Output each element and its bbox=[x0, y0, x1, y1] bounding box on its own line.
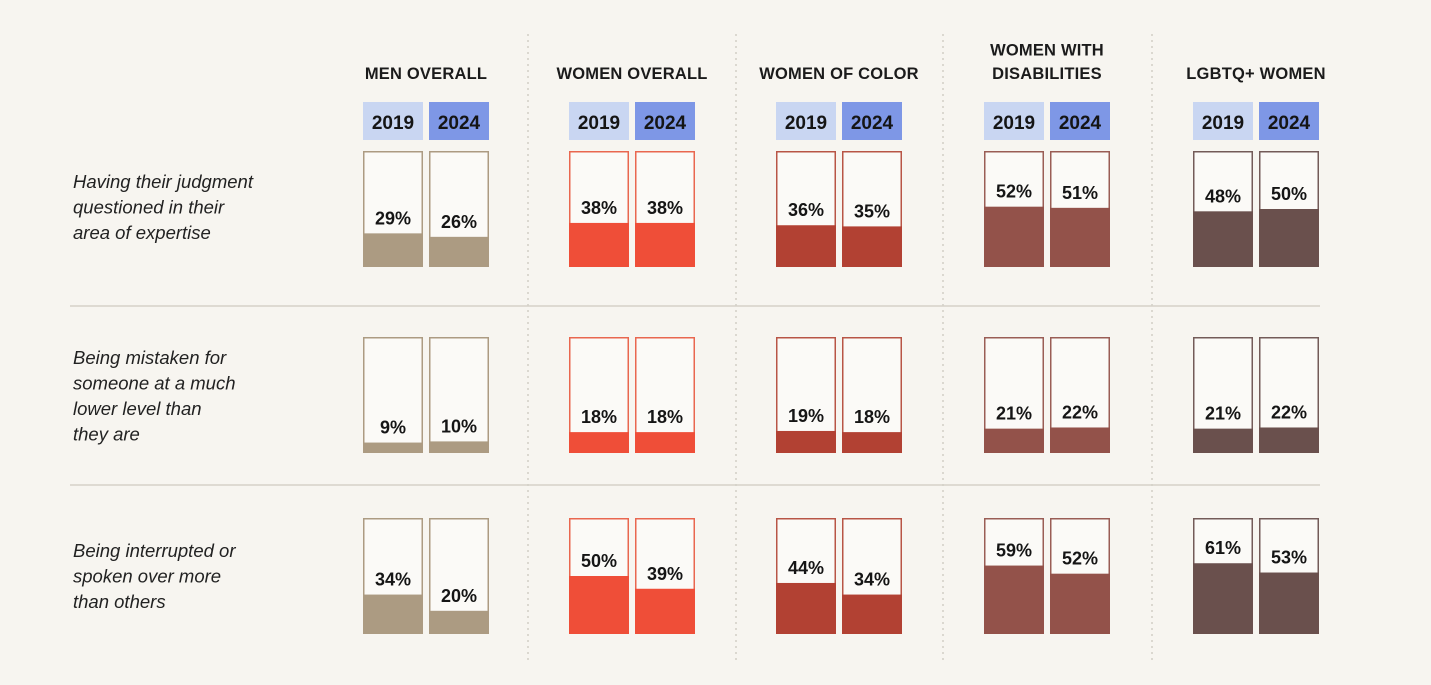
data-label: 21% bbox=[1205, 404, 1241, 424]
data-label: 22% bbox=[1062, 402, 1098, 422]
data-label: 39% bbox=[647, 564, 683, 584]
data-label: 36% bbox=[788, 200, 824, 220]
data-label: 34% bbox=[375, 570, 411, 590]
bar bbox=[429, 236, 489, 267]
bar bbox=[569, 576, 629, 634]
year-header-label: 2024 bbox=[1059, 113, 1102, 134]
bar bbox=[1050, 573, 1110, 634]
year-header-label: 2024 bbox=[644, 113, 687, 134]
year-header-box-2024 bbox=[1050, 102, 1110, 140]
data-label: 35% bbox=[854, 201, 890, 221]
bar bbox=[635, 432, 695, 453]
bar bbox=[363, 594, 423, 634]
data-label: 34% bbox=[854, 570, 890, 590]
bar bbox=[776, 430, 836, 453]
row-label: Having their judgment bbox=[73, 171, 254, 192]
group-title: WOMEN OF COLOR bbox=[759, 65, 919, 83]
data-label: 51% bbox=[1062, 183, 1098, 203]
data-label: 53% bbox=[1271, 548, 1307, 568]
year-header-box-2024 bbox=[1259, 102, 1319, 140]
bar bbox=[776, 225, 836, 267]
data-label: 44% bbox=[788, 558, 824, 578]
year-header-box-2019 bbox=[569, 102, 629, 140]
bar bbox=[1193, 428, 1253, 453]
year-header-label: 2024 bbox=[438, 113, 481, 134]
bar bbox=[1259, 209, 1319, 267]
bar bbox=[429, 441, 489, 453]
year-header-box-2019 bbox=[1193, 102, 1253, 140]
row-label: lower level than bbox=[73, 398, 202, 419]
group-title: WOMEN OVERALL bbox=[556, 65, 707, 83]
year-header-label: 2019 bbox=[372, 113, 414, 134]
group-title: LGBTQ+ WOMEN bbox=[1186, 65, 1325, 83]
year-header-box-2024 bbox=[429, 102, 489, 140]
group-title: MEN OVERALL bbox=[365, 65, 487, 83]
data-label: 26% bbox=[441, 212, 477, 232]
data-label: 59% bbox=[996, 541, 1032, 561]
row-label: Being mistaken for bbox=[73, 347, 227, 368]
bar-outline bbox=[363, 337, 423, 453]
bar bbox=[1050, 207, 1110, 267]
bar-outline bbox=[429, 337, 489, 453]
row-label: someone at a much bbox=[73, 373, 235, 394]
data-label: 10% bbox=[441, 416, 477, 436]
bar bbox=[363, 442, 423, 453]
data-label: 38% bbox=[581, 198, 617, 218]
year-header-box-2024 bbox=[842, 102, 902, 140]
year-header-box-2019 bbox=[984, 102, 1044, 140]
data-label: 50% bbox=[581, 551, 617, 571]
bar bbox=[569, 222, 629, 267]
bar bbox=[842, 226, 902, 267]
data-label: 52% bbox=[996, 182, 1032, 202]
data-label: 48% bbox=[1205, 186, 1241, 206]
year-header-label: 2019 bbox=[578, 113, 620, 134]
bar bbox=[984, 565, 1044, 634]
data-label: 38% bbox=[647, 198, 683, 218]
data-label: 19% bbox=[788, 406, 824, 426]
data-label: 9% bbox=[380, 418, 406, 438]
bar bbox=[1193, 563, 1253, 634]
row-label: area of expertise bbox=[73, 222, 211, 243]
data-label: 21% bbox=[996, 404, 1032, 424]
row-label: than others bbox=[73, 591, 166, 612]
data-label: 18% bbox=[647, 407, 683, 427]
bar bbox=[984, 428, 1044, 453]
data-label: 61% bbox=[1205, 538, 1241, 558]
data-label: 52% bbox=[1062, 549, 1098, 569]
row-label: Being interrupted or bbox=[73, 540, 236, 561]
bar bbox=[635, 588, 695, 634]
year-header-box-2019 bbox=[363, 102, 423, 140]
year-header-box-2019 bbox=[776, 102, 836, 140]
row-label: they are bbox=[73, 424, 140, 445]
bar bbox=[1050, 427, 1110, 453]
bar bbox=[984, 206, 1044, 267]
year-header-box-2024 bbox=[635, 102, 695, 140]
data-label: 18% bbox=[854, 407, 890, 427]
bar bbox=[842, 594, 902, 634]
bar bbox=[363, 233, 423, 267]
year-header-label: 2024 bbox=[1268, 113, 1311, 134]
bar bbox=[429, 610, 489, 634]
data-label: 29% bbox=[375, 208, 411, 228]
bar bbox=[842, 432, 902, 453]
bar bbox=[569, 432, 629, 453]
data-label: 50% bbox=[1271, 184, 1307, 204]
data-label: 22% bbox=[1271, 402, 1307, 422]
bar bbox=[776, 582, 836, 634]
year-header-label: 2024 bbox=[851, 113, 894, 134]
year-header-label: 2019 bbox=[1202, 113, 1244, 134]
group-title: WOMEN WITH bbox=[990, 42, 1104, 60]
data-label: 18% bbox=[581, 407, 617, 427]
group-title: DISABILITIES bbox=[992, 65, 1102, 83]
bar bbox=[1193, 211, 1253, 267]
bar bbox=[1259, 427, 1319, 453]
row-label: spoken over more bbox=[73, 566, 221, 587]
year-header-label: 2019 bbox=[785, 113, 827, 134]
data-label: 20% bbox=[441, 586, 477, 606]
bar bbox=[635, 222, 695, 267]
row-label: questioned in their bbox=[73, 197, 225, 218]
bar bbox=[1259, 572, 1319, 634]
year-header-label: 2019 bbox=[993, 113, 1035, 134]
